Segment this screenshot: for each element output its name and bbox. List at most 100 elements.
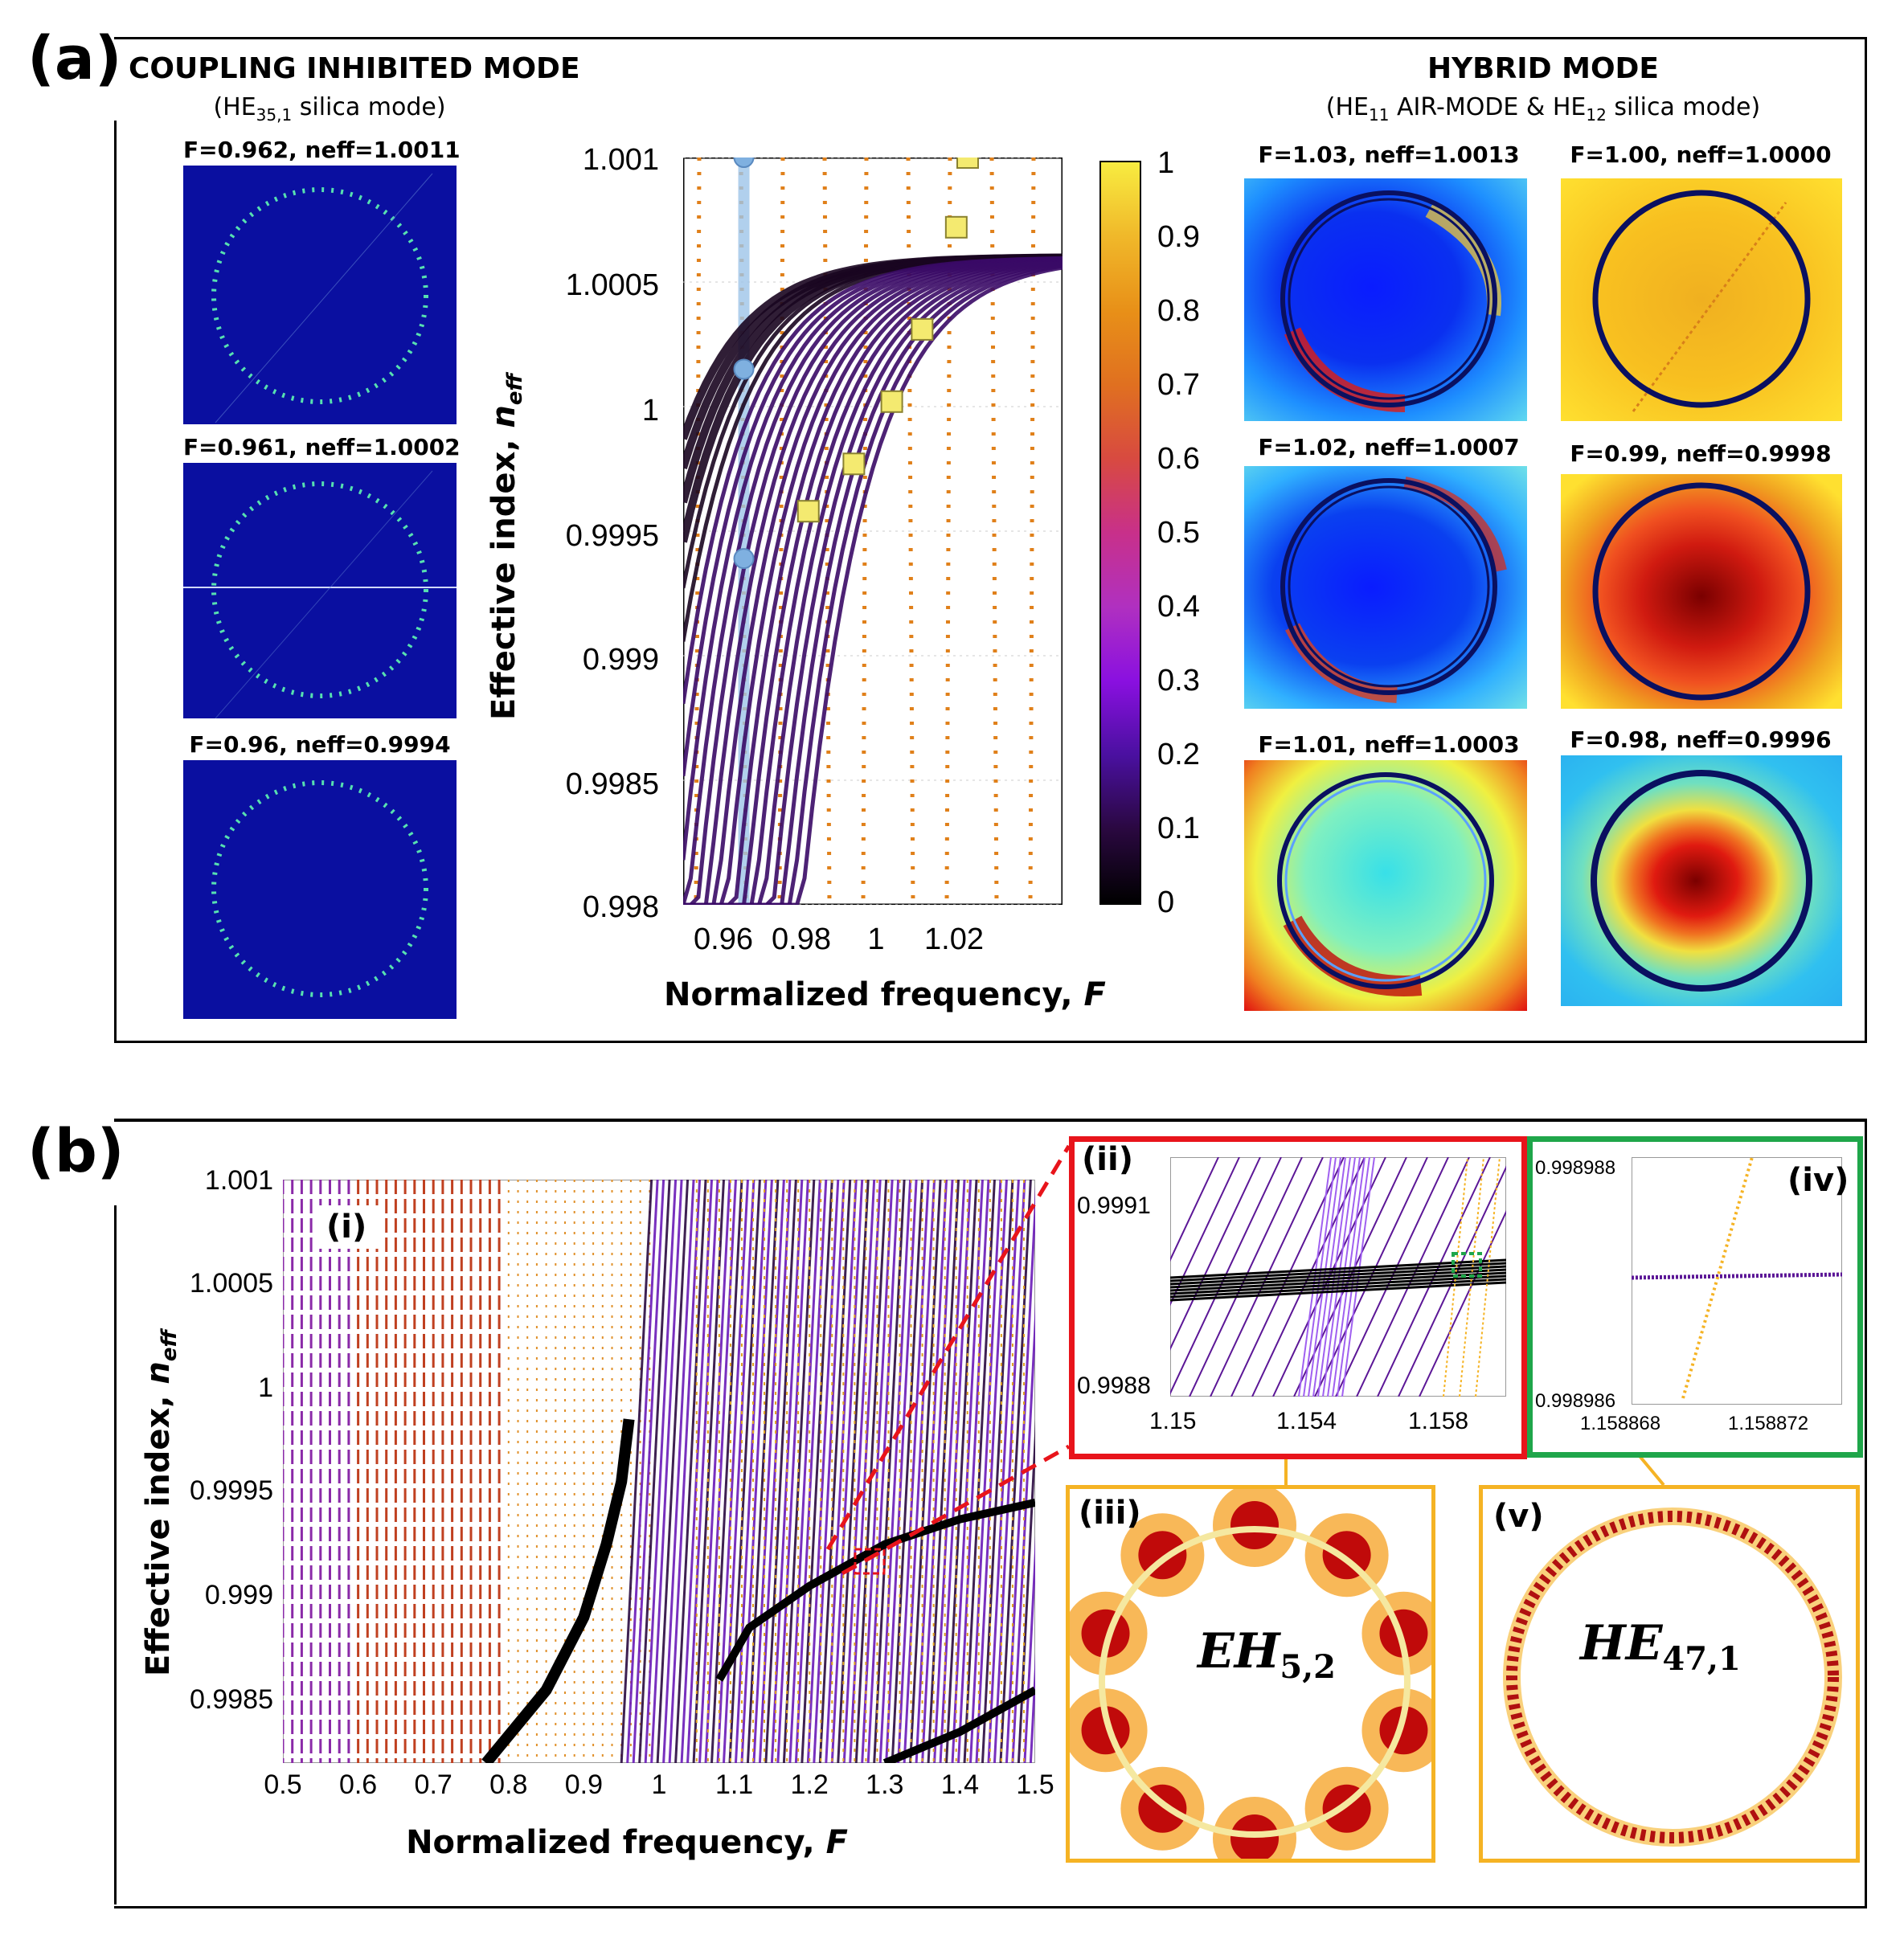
- ii-purple-trace: [1335, 1157, 1449, 1397]
- zoom-box: [854, 1548, 886, 1575]
- a-ytick-0.9985: 0.9985: [565, 767, 659, 801]
- a-blue-circle-marker: [733, 358, 755, 380]
- ring: [1591, 770, 1812, 992]
- b-xlabel: Normalized frequency, F: [406, 1824, 848, 1861]
- field-map-right-5: [1561, 474, 1842, 709]
- b-purple-trace: [933, 1180, 966, 1763]
- a-yellow-square-marker: [956, 158, 979, 169]
- ii-core-mode: [1170, 1265, 1506, 1286]
- b-purple-trace: [638, 1180, 671, 1763]
- b-purple-trace: [728, 1180, 761, 1763]
- iv-ytick-0.998986: 0.998986: [1535, 1390, 1616, 1412]
- b-purple-trace: [644, 1180, 678, 1763]
- field-caption-right-4: F=1.00, neff=1.0000: [1570, 141, 1832, 168]
- b-ytick: 0.999: [204, 1580, 273, 1610]
- ii-ytick-0.9988: 0.9988: [1077, 1372, 1151, 1399]
- panel-b-label: (b): [27, 1117, 125, 1186]
- iv-xtick-1.158868: 1.158868: [1580, 1413, 1661, 1434]
- ii-xtick-1.158: 1.158: [1408, 1408, 1469, 1434]
- b-purple-trace: [740, 1180, 773, 1763]
- b-purple-trace: [927, 1180, 960, 1763]
- ring: [1592, 482, 1811, 701]
- eh52-lobe: [1230, 1501, 1279, 1549]
- a-ytick-0.9995: 0.9995: [565, 519, 659, 553]
- a-ytick-1: 1: [641, 394, 659, 428]
- b-purple-trace: [788, 1180, 821, 1763]
- b-purple-trace: [825, 1180, 858, 1763]
- colorbar-tick: 0.6: [1157, 442, 1200, 476]
- colorbar-tick: 0.7: [1157, 368, 1200, 402]
- b-purple-trace: [969, 1180, 1002, 1763]
- b-purple-trace: [806, 1180, 840, 1763]
- a-orange-trace: [777, 158, 785, 905]
- panel-a-frame: [114, 37, 1867, 1043]
- b-purple-trace: [813, 1180, 846, 1763]
- b-purple-trace: [981, 1180, 1014, 1763]
- a-orange-trace: [861, 158, 869, 905]
- b-purple-trace: [866, 1180, 900, 1763]
- ii-core-mode: [1170, 1262, 1506, 1282]
- panel-b-frame-left: [114, 1205, 117, 1904]
- b-purple-trace: [945, 1180, 978, 1763]
- b-purple-trace: [842, 1180, 876, 1763]
- panel-a-label: (a): [27, 24, 122, 93]
- b-purple-trace: [1017, 1418, 1035, 1763]
- hybrid-mode-title: HYBRID MODE: [1427, 52, 1660, 85]
- b-xtick: 0.7: [414, 1769, 452, 1800]
- ii-xtick-1.154: 1.154: [1276, 1408, 1337, 1434]
- a-mode-curve: [683, 263, 1063, 905]
- field-caption-right-5: F=0.99, neff=0.9998: [1570, 440, 1832, 467]
- b-purple-trace: [686, 1180, 719, 1763]
- ring: [1592, 190, 1811, 412]
- b-purple-trace: [878, 1180, 912, 1763]
- b-xtick: 1.3: [866, 1769, 904, 1800]
- b-xtick: 0.6: [338, 1769, 378, 1800]
- b-core-mode-curve: [715, 1499, 1035, 1682]
- panel-a-frame-left: [114, 121, 117, 1041]
- b-core-mode-curve: [481, 1418, 635, 1763]
- inset-ii-plot: [1170, 1157, 1506, 1397]
- b-purple-trace: [993, 1180, 1026, 1763]
- b-purple-trace: [632, 1180, 665, 1763]
- inset-iii: [1063, 1483, 1446, 1880]
- ring: [1280, 477, 1507, 703]
- b-purple-trace: [698, 1180, 731, 1763]
- b-core-mode-curve: [882, 1686, 1035, 1763]
- b-ytick: 0.9995: [190, 1475, 273, 1506]
- a-yellow-square-marker: [842, 452, 866, 476]
- a-xtick-1.02: 1.02: [924, 922, 984, 956]
- ring: [1277, 772, 1494, 996]
- b-purple-trace: [650, 1180, 683, 1763]
- hybrid-mode-subtitle: (HE11 AIR-MODE & HE12 silica mode): [1325, 93, 1761, 125]
- a-orange-trace: [906, 158, 915, 905]
- a-ytick-1.001: 1.001: [582, 143, 659, 177]
- a-xtick-0.96: 0.96: [694, 922, 753, 956]
- ii-core-mode: [1170, 1274, 1506, 1295]
- a-colorbar: [1099, 161, 1141, 905]
- a-mode-curve: [683, 265, 1063, 905]
- colorbar-tick: 0.3: [1157, 664, 1200, 698]
- ii-violet-trace: [1327, 1157, 1361, 1397]
- ii-ytick-0.9991: 0.9991: [1077, 1192, 1151, 1219]
- field-caption-right-6: F=0.98, neff=0.9996: [1570, 726, 1832, 753]
- ii-orange-trace: [1459, 1157, 1484, 1397]
- inset-ii-label: (ii): [1082, 1141, 1133, 1178]
- b-xtick: 0.5: [264, 1769, 302, 1800]
- a-yellow-square-marker: [796, 500, 820, 523]
- a-xlabel: Normalized frequency, F: [664, 976, 1106, 1013]
- field-map-left-2: [183, 463, 457, 718]
- ii-core-mode: [1170, 1258, 1506, 1279]
- a-yellow-square-marker: [944, 215, 968, 239]
- a-orange-trace: [944, 158, 952, 905]
- he471-field-map: [1503, 1508, 1842, 1847]
- b-ytick: 1.0005: [190, 1268, 273, 1299]
- b-purple-trace: [891, 1180, 924, 1763]
- a-blue-circle-marker: [733, 158, 755, 168]
- colorbar-tick: 1: [1157, 146, 1175, 180]
- ii-core-mode: [1170, 1268, 1506, 1289]
- field-map-right-4: [1561, 178, 1842, 421]
- a-ytick-0.999: 0.999: [582, 643, 659, 677]
- b-ytick: 1.001: [204, 1165, 273, 1196]
- b-purple-trace: [656, 1180, 690, 1763]
- iv-silica-mode: [1632, 1272, 1842, 1280]
